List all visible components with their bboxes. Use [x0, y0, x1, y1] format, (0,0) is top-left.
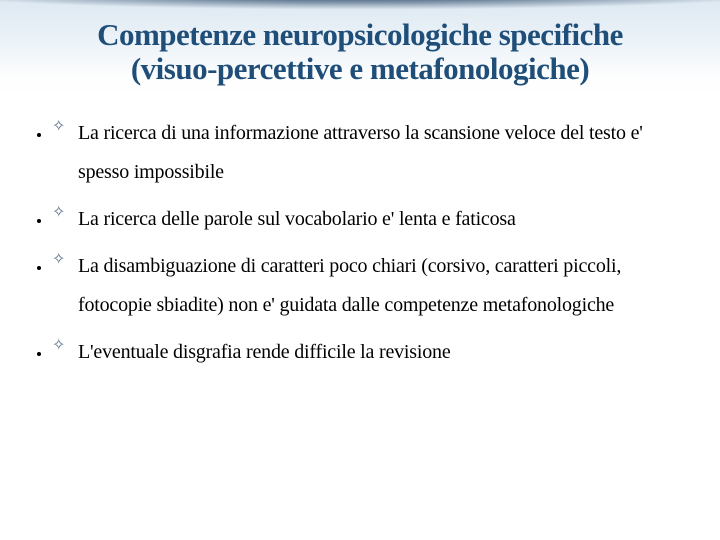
bullet-text: La ricerca delle parole sul vocabolario …	[78, 208, 516, 230]
bullet-item: ✧ La ricerca delle parole sul vocabolario…	[52, 200, 680, 239]
slide-title: Competenze neuropsicologiche specifiche …	[60, 18, 660, 86]
bullet-item: ✧ La disambiguazione di caratteri poco ch…	[52, 247, 680, 325]
bullet-text: La ricerca di una informazione attravers…	[78, 122, 643, 183]
diamond-bullet-icon: ✧	[52, 249, 65, 269]
title-region: Competenze neuropsicologiche specifiche …	[0, 0, 720, 96]
bullet-item: ✧ L'eventuale disgrafia rende difficile l…	[52, 333, 680, 372]
bullet-text: La disambiguazione di caratteri poco chi…	[78, 255, 621, 316]
diamond-bullet-icon: ✧	[52, 116, 65, 136]
bullet-list: ✧ La ricerca di una informazione attraver…	[0, 96, 720, 372]
bullet-item: ✧ La ricerca di una informazione attraver…	[52, 114, 680, 192]
bullet-text: L'eventuale disgrafia rende difficile la…	[78, 341, 451, 363]
diamond-bullet-icon: ✧	[52, 335, 65, 355]
diamond-bullet-icon: ✧	[52, 202, 65, 222]
